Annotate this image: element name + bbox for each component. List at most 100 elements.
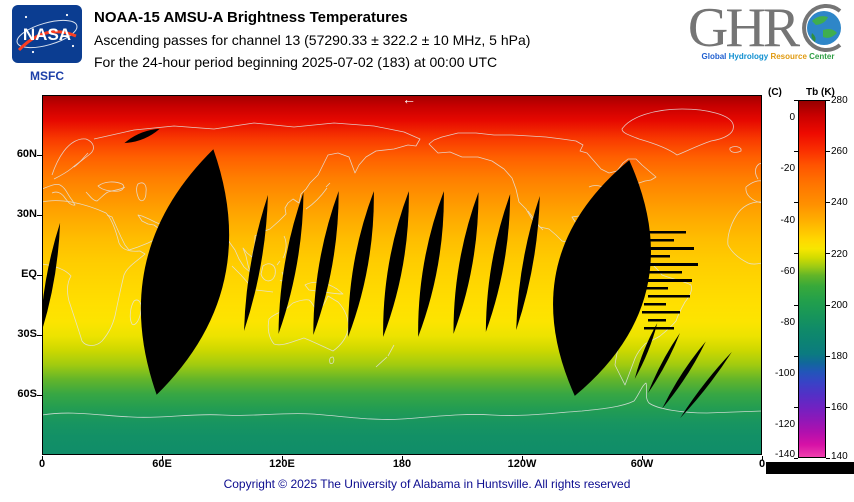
dropout-streak	[644, 279, 692, 282]
swath-gap	[662, 341, 706, 409]
colorbar-c-label: -80	[780, 317, 795, 328]
colorbar-c-label: 0	[789, 112, 795, 123]
axis-tick	[794, 151, 798, 152]
swath-gap	[516, 196, 540, 330]
dropout-streak	[648, 319, 666, 322]
copyright-line: Copyright © 2025 The University of Alaba…	[223, 477, 631, 491]
colorbar-c-label: -140	[774, 449, 795, 460]
swath-gap	[244, 195, 268, 331]
colorbar-k-label: 280	[831, 95, 848, 106]
colorbar	[798, 100, 826, 458]
colorbar-k-label: 200	[831, 300, 848, 311]
colorbar-c-label: -40	[780, 215, 795, 226]
dropout-streak	[648, 239, 674, 242]
axis-tick	[642, 456, 643, 460]
x-axis-label-60e: 60E	[152, 458, 172, 470]
swath-gap	[383, 191, 409, 337]
swath-gap	[453, 192, 479, 334]
x-axis-label-60w: 60W	[630, 458, 654, 470]
period-line: For the 24-hour period beginning 2025-07…	[94, 54, 498, 70]
swath-gap	[124, 128, 160, 144]
axis-tick	[826, 202, 830, 203]
swath-gap	[680, 351, 732, 419]
x-axis-label-120w: 120W	[507, 458, 537, 470]
swath-gap	[278, 192, 304, 334]
colorbar-k-label: 240	[831, 197, 848, 208]
dropout-streak	[642, 311, 680, 314]
ghrc-tagline-word: Global	[701, 52, 727, 61]
axis-tick	[794, 202, 798, 203]
colorbar-title: Tb (K)	[806, 87, 835, 98]
axis-tick	[162, 456, 163, 460]
axis-tick	[794, 305, 798, 306]
ghrc-logo: GHR Global Hydrology Resource Center	[684, 0, 852, 61]
colorbar-k-label: 180	[831, 351, 848, 362]
axis-tick	[37, 215, 42, 216]
swath-gap	[485, 194, 511, 332]
axis-tick	[826, 407, 830, 408]
dropout-streak	[642, 287, 668, 290]
swath-gap	[634, 323, 658, 379]
brightness-temperature-map: ←	[42, 95, 762, 455]
corner-fill	[766, 462, 854, 474]
colorbar-c-label: -20	[780, 163, 795, 174]
colorbar-c-label: -60	[780, 266, 795, 277]
dropout-streak	[644, 303, 666, 306]
ghrc-tagline-word: Center	[809, 52, 835, 61]
axis-tick	[37, 395, 42, 396]
axis-tick	[282, 456, 283, 460]
page-subtitle: Ascending passes for channel 13 (57290.3…	[94, 32, 531, 48]
map-overlay	[42, 95, 762, 455]
colorbar-celsius-unit: (C)	[768, 87, 782, 98]
ghrc-tagline-word: Resource	[770, 52, 807, 61]
dropout-streak	[642, 231, 686, 234]
y-axis-label-60s: 60S	[17, 388, 37, 400]
axis-tick	[794, 458, 798, 459]
x-axis-label-180: 180	[392, 458, 412, 470]
axis-tick	[826, 151, 830, 152]
axis-tick	[794, 100, 798, 101]
swath-gap	[348, 191, 374, 337]
y-axis-label-60n: 60N	[16, 148, 37, 160]
axis-tick	[42, 456, 43, 460]
dropout-streak	[648, 295, 690, 298]
map-frame	[42, 95, 762, 455]
axis-tick	[794, 356, 798, 357]
colorbar-k-label: 140	[831, 451, 848, 462]
ghrc-letters: GHR	[687, 0, 800, 59]
dropout-streak	[644, 247, 694, 250]
colorbar-c-label: -100	[774, 368, 795, 379]
axis-tick	[826, 458, 830, 459]
x-axis-label-120e: 120E	[269, 458, 295, 470]
nasa-wordmark: NASA	[23, 25, 71, 44]
title-block: NOAA-15 AMSU-A Brightness Temperatures A…	[94, 9, 530, 70]
colorbar-k-label: 160	[831, 402, 848, 413]
axis-tick	[37, 275, 42, 276]
colorbar-k-label: 220	[831, 249, 848, 260]
ghrc-tagline: Global Hydrology Resource Center	[684, 52, 852, 61]
msfc-label: MSFC	[30, 69, 64, 83]
y-axis-label-eq: EQ	[21, 268, 37, 280]
colorbar-k-label: 260	[831, 146, 848, 157]
page-title: NOAA-15 AMSU-A Brightness Temperatures	[94, 9, 408, 26]
dropout-streak	[642, 263, 698, 266]
swath-gap	[42, 222, 61, 338]
swath-gap	[313, 191, 339, 335]
y-axis-label-30n: 30N	[16, 208, 37, 220]
y-axis-label-30s: 30S	[17, 328, 37, 340]
x-axis-label-0a: 0	[38, 458, 46, 470]
axis-tick	[826, 305, 830, 306]
dropout-streak	[650, 255, 670, 258]
x-axis-label-0b: 0	[758, 458, 766, 470]
axis-tick	[762, 456, 763, 460]
axis-tick	[826, 100, 830, 101]
ghrc-tagline-word: Hydrology	[728, 52, 769, 61]
dropout-streak	[648, 271, 682, 274]
axis-tick	[826, 356, 830, 357]
axis-tick	[37, 155, 42, 156]
nasa-logo: NASA	[12, 5, 82, 63]
dropout-streak	[644, 327, 674, 330]
swath-gap	[553, 160, 651, 396]
colorbar-c-label: -120	[774, 419, 795, 430]
